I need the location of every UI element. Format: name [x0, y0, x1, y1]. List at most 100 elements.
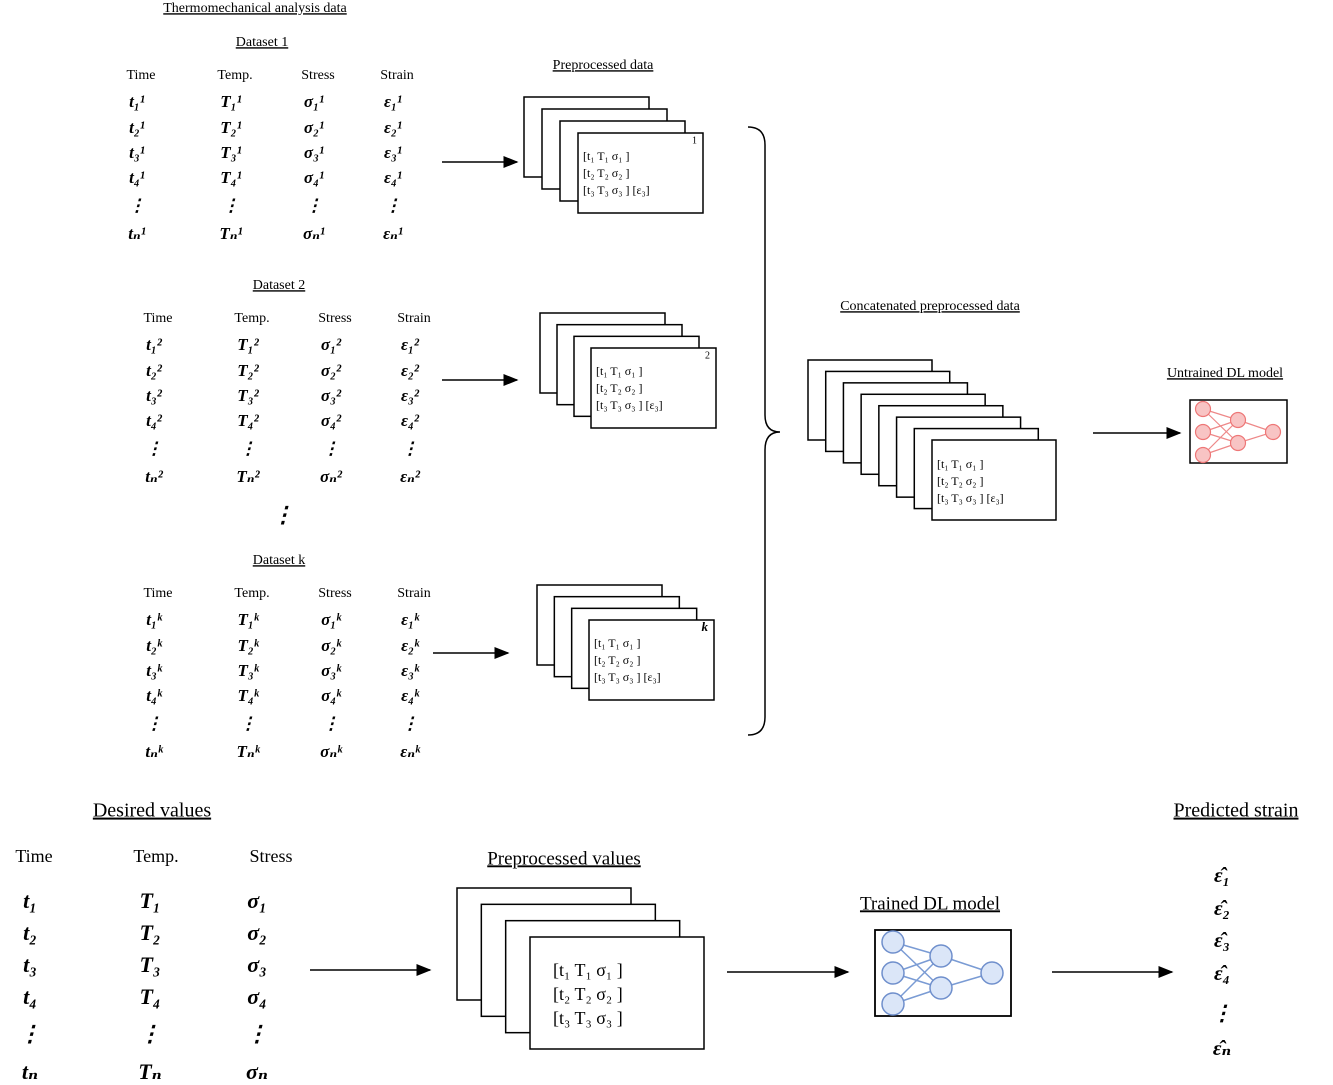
data-cell: σₙ²	[320, 467, 343, 486]
column-header: Time	[143, 311, 172, 326]
card-row: [t₁ T₁ σ₁ ]	[937, 457, 983, 471]
section-title: Thermomechanical analysis data	[163, 1, 347, 16]
dataset-label: Dataset 2	[253, 278, 305, 293]
data-cell: ε₁ᵏ	[401, 610, 420, 629]
dataset-label: Dataset 1	[236, 35, 288, 50]
data-cell: ⋮	[323, 714, 340, 733]
data-cell: ⋮	[240, 439, 257, 458]
arrows	[310, 156, 1182, 978]
data-cell: T₁ᵏ	[237, 610, 259, 629]
card-row: [t₂ T₂ σ₂ ]	[583, 166, 629, 180]
data-cell: Tₙᵏ	[237, 742, 261, 761]
data-cell: tₙ	[22, 1059, 38, 1084]
column-header: Strain	[380, 68, 413, 83]
card-stacks	[456, 96, 1057, 1050]
card-row: [t₃ T₃ σ₃ ] [ε₃]	[937, 491, 1004, 505]
card	[931, 439, 1057, 521]
column-header: Temp.	[217, 68, 252, 83]
card-row: [t₁ T₁ σ₁ ]	[553, 960, 623, 980]
data-cell: T₂	[139, 920, 160, 945]
data-cell: ε₂ᵏ	[401, 636, 420, 655]
data-cell: σ₂¹	[304, 118, 324, 137]
concatenated-title: Concatenated preprocessed data	[840, 299, 1020, 314]
data-cell: T₃²	[237, 386, 259, 405]
column-header: Strain	[397, 311, 430, 326]
column-header: Temp.	[133, 846, 178, 866]
card-row: [t₂ T₂ σ₂ ]	[553, 984, 623, 1004]
data-cell: T₄ᵏ	[237, 686, 259, 705]
card	[588, 619, 715, 701]
data-cell: t₃¹	[129, 143, 145, 162]
column-header: Stress	[318, 311, 351, 326]
data-cell: σ₃ᵏ	[321, 661, 342, 680]
data-cell: Tₙ¹	[219, 224, 242, 243]
data-cell: T₄²	[237, 411, 259, 430]
data-cell: σ₄²	[321, 411, 342, 430]
card-row: [t₂ T₂ σ₂ ]	[596, 381, 642, 395]
data-cell: t₂ᵏ	[146, 636, 163, 655]
data-cell: σ₁²	[321, 335, 342, 354]
predicted-value: ⋮	[1212, 1001, 1233, 1025]
data-cell: ⋮	[129, 196, 146, 215]
data-cell: σ₂	[247, 920, 267, 945]
column-header: Temp.	[234, 311, 269, 326]
data-cell: σₙ	[246, 1059, 268, 1084]
data-cell: tₙᵏ	[145, 742, 164, 761]
data-cell: ⋮	[146, 714, 163, 733]
preprocessed-title: Preprocessed values	[487, 848, 641, 869]
card-row: [t₂ T₂ σ₂ ]	[594, 653, 640, 667]
data-cell: t₄ᵏ	[146, 686, 163, 705]
data-cell: σ₁ᵏ	[321, 610, 342, 629]
data-cell: ⋮	[246, 1021, 268, 1046]
data-cell: ⋮	[402, 714, 419, 733]
data-cell: σ₄ᵏ	[321, 686, 342, 705]
data-cell: ⋮	[306, 196, 323, 215]
data-cell: t₂²	[146, 361, 163, 380]
data-cell: σ₃¹	[304, 143, 324, 162]
data-cell: ε₃¹	[384, 143, 402, 162]
data-cell: T₂¹	[220, 118, 241, 137]
data-cell: σ₂²	[321, 361, 342, 380]
data-cell: T₂²	[237, 361, 259, 380]
data-cell: t₂¹	[129, 118, 145, 137]
data-cell: σ₄	[247, 984, 267, 1009]
data-cell: ε₁²	[401, 335, 420, 354]
data-cell: σ₂ᵏ	[321, 636, 342, 655]
predicted-value: ε̂₁	[1214, 863, 1230, 887]
data-cell: T₃¹	[220, 143, 241, 162]
data-cell: t₁ᵏ	[146, 610, 163, 629]
data-cell: εₙ¹	[383, 224, 403, 243]
column-header: Stress	[301, 68, 334, 83]
untrained-network	[1189, 399, 1288, 464]
data-cell: t₁¹	[129, 92, 145, 111]
trained-network	[874, 929, 1012, 1017]
card-index: 1	[692, 135, 697, 146]
column-header: Stress	[249, 846, 292, 866]
desired-title: Desired values	[93, 800, 212, 822]
data-cell: σₙᵏ	[320, 742, 343, 761]
data-cell: t₄¹	[129, 168, 145, 187]
data-cell: tₙ²	[145, 467, 164, 486]
data-cell: ε₂¹	[384, 118, 402, 137]
data-cell: tₙ¹	[128, 224, 146, 243]
card-row: [t₁ T₁ σ₁ ]	[596, 364, 642, 378]
card-row: [t₁ T₁ σ₁ ]	[583, 149, 629, 163]
data-cell: t₄²	[146, 411, 163, 430]
dataset-label: Dataset k	[253, 553, 305, 568]
data-cell: T₄	[139, 984, 160, 1009]
data-cell: σ₃²	[321, 386, 342, 405]
data-cell: εₙ²	[400, 467, 421, 486]
data-cell: ⋮	[19, 1021, 41, 1046]
predicted-value: ε̂₂	[1214, 896, 1230, 920]
card	[577, 132, 704, 214]
data-cell: ⋮	[323, 439, 340, 458]
predicted-value: ε̂₃	[1214, 928, 1230, 952]
data-cell: T₁²	[237, 335, 259, 354]
data-cell: ε₃²	[401, 386, 420, 405]
data-cell: ⋮	[139, 1021, 161, 1046]
data-cell: t₁	[23, 888, 37, 913]
data-cell: ε₂²	[401, 361, 420, 380]
data-cell: t₄	[23, 984, 37, 1009]
data-cell: ⋮	[223, 196, 240, 215]
